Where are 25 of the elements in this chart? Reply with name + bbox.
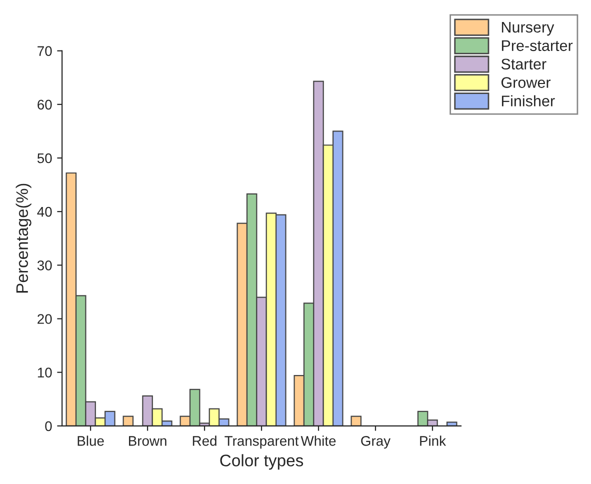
x-tick-label: White <box>300 436 336 446</box>
bar <box>446 422 458 426</box>
x-tick-label: Pink <box>420 436 446 446</box>
bar <box>122 416 134 426</box>
legend-label: Starter <box>501 58 546 70</box>
y-tick-label: 60 <box>38 100 52 110</box>
x-tick-label: Brown <box>128 436 166 446</box>
x-tick-label: Transparent <box>224 436 299 449</box>
y-tick-label: 40 <box>37 206 52 217</box>
x-axis-title: Color types <box>220 454 304 470</box>
y-tick-label: 10 <box>38 368 52 378</box>
y-tick-label: 20 <box>38 314 52 324</box>
y-tick-label: 50 <box>37 153 52 164</box>
x-tick-label: Red <box>192 436 216 446</box>
x-tick-label: Gray <box>361 436 391 449</box>
legend-label: Finisher <box>502 95 555 106</box>
y-tick-label: 0 <box>45 421 52 432</box>
y-tick-label: 30 <box>37 260 52 270</box>
legend-label: Grower <box>501 77 551 88</box>
y-tick-label: 70 <box>38 46 52 56</box>
x-tick-label: Blue <box>78 436 104 446</box>
legend-label: Pre-starter <box>502 40 573 52</box>
y-axis-title: Percentage(%) <box>16 184 32 293</box>
legend-label: Nursery <box>502 22 554 36</box>
bar <box>350 416 362 426</box>
